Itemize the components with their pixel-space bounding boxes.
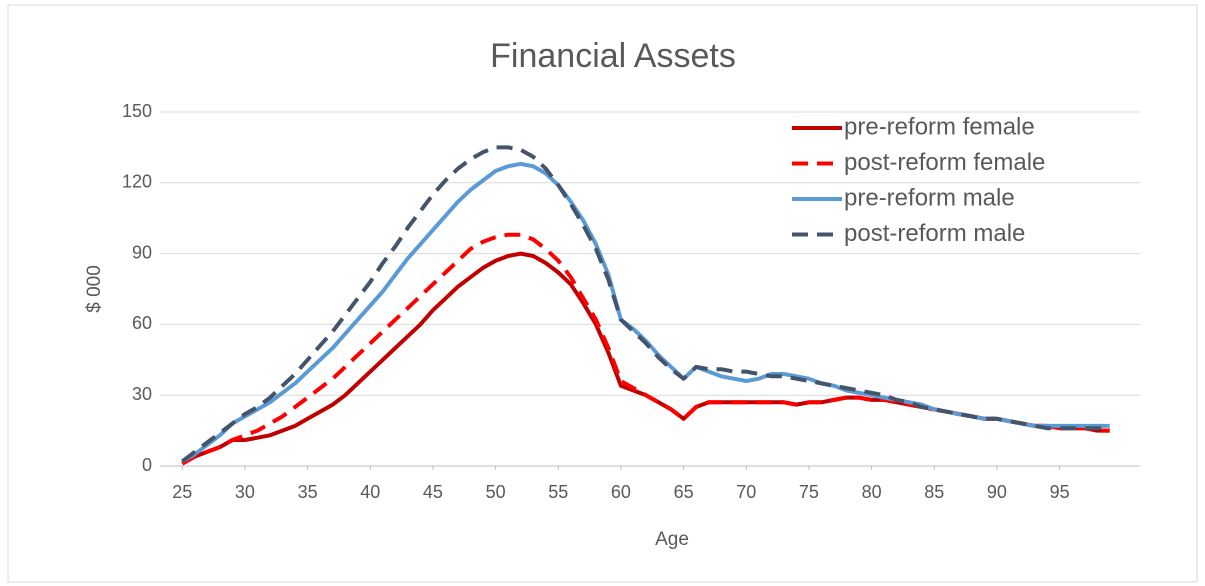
x-tick-label: 45 xyxy=(423,482,443,502)
x-tick-label: 90 xyxy=(987,482,1007,502)
x-tick-label: 40 xyxy=(360,482,380,502)
x-tick-label: 65 xyxy=(674,482,694,502)
legend-label: pre-reform female xyxy=(844,113,1035,140)
x-axis-label: Age xyxy=(655,529,689,550)
y-axis-label: $ 000 xyxy=(84,265,105,313)
y-tick-label: 150 xyxy=(122,101,152,121)
legend-label: pre-reform male xyxy=(844,184,1015,211)
y-tick-label: 90 xyxy=(132,242,152,262)
y-tick-label: 0 xyxy=(142,455,152,475)
y-tick-label: 30 xyxy=(132,384,152,404)
series-line xyxy=(181,145,1110,463)
x-tick-label: 80 xyxy=(862,482,882,502)
x-tick-label: 70 xyxy=(736,482,756,502)
x-tick-label: 75 xyxy=(799,482,819,502)
x-tick-label: 60 xyxy=(611,482,631,502)
x-tick-label: 85 xyxy=(924,482,944,502)
x-tick-label: 35 xyxy=(298,482,318,502)
legend-label: post-reform male xyxy=(844,220,1025,247)
chart-title: Financial Assets xyxy=(490,37,736,75)
legend-label: post-reform female xyxy=(844,149,1045,176)
x-tick-label: 95 xyxy=(1050,482,1070,502)
y-tick-label: 120 xyxy=(122,172,152,192)
x-tick-label: 30 xyxy=(235,482,255,502)
chart-border xyxy=(7,4,1198,583)
x-tick-label: 25 xyxy=(172,482,192,502)
y-tick-label: 60 xyxy=(132,313,152,333)
x-tick-label: 50 xyxy=(486,482,506,502)
x-tick-label: 55 xyxy=(548,482,568,502)
